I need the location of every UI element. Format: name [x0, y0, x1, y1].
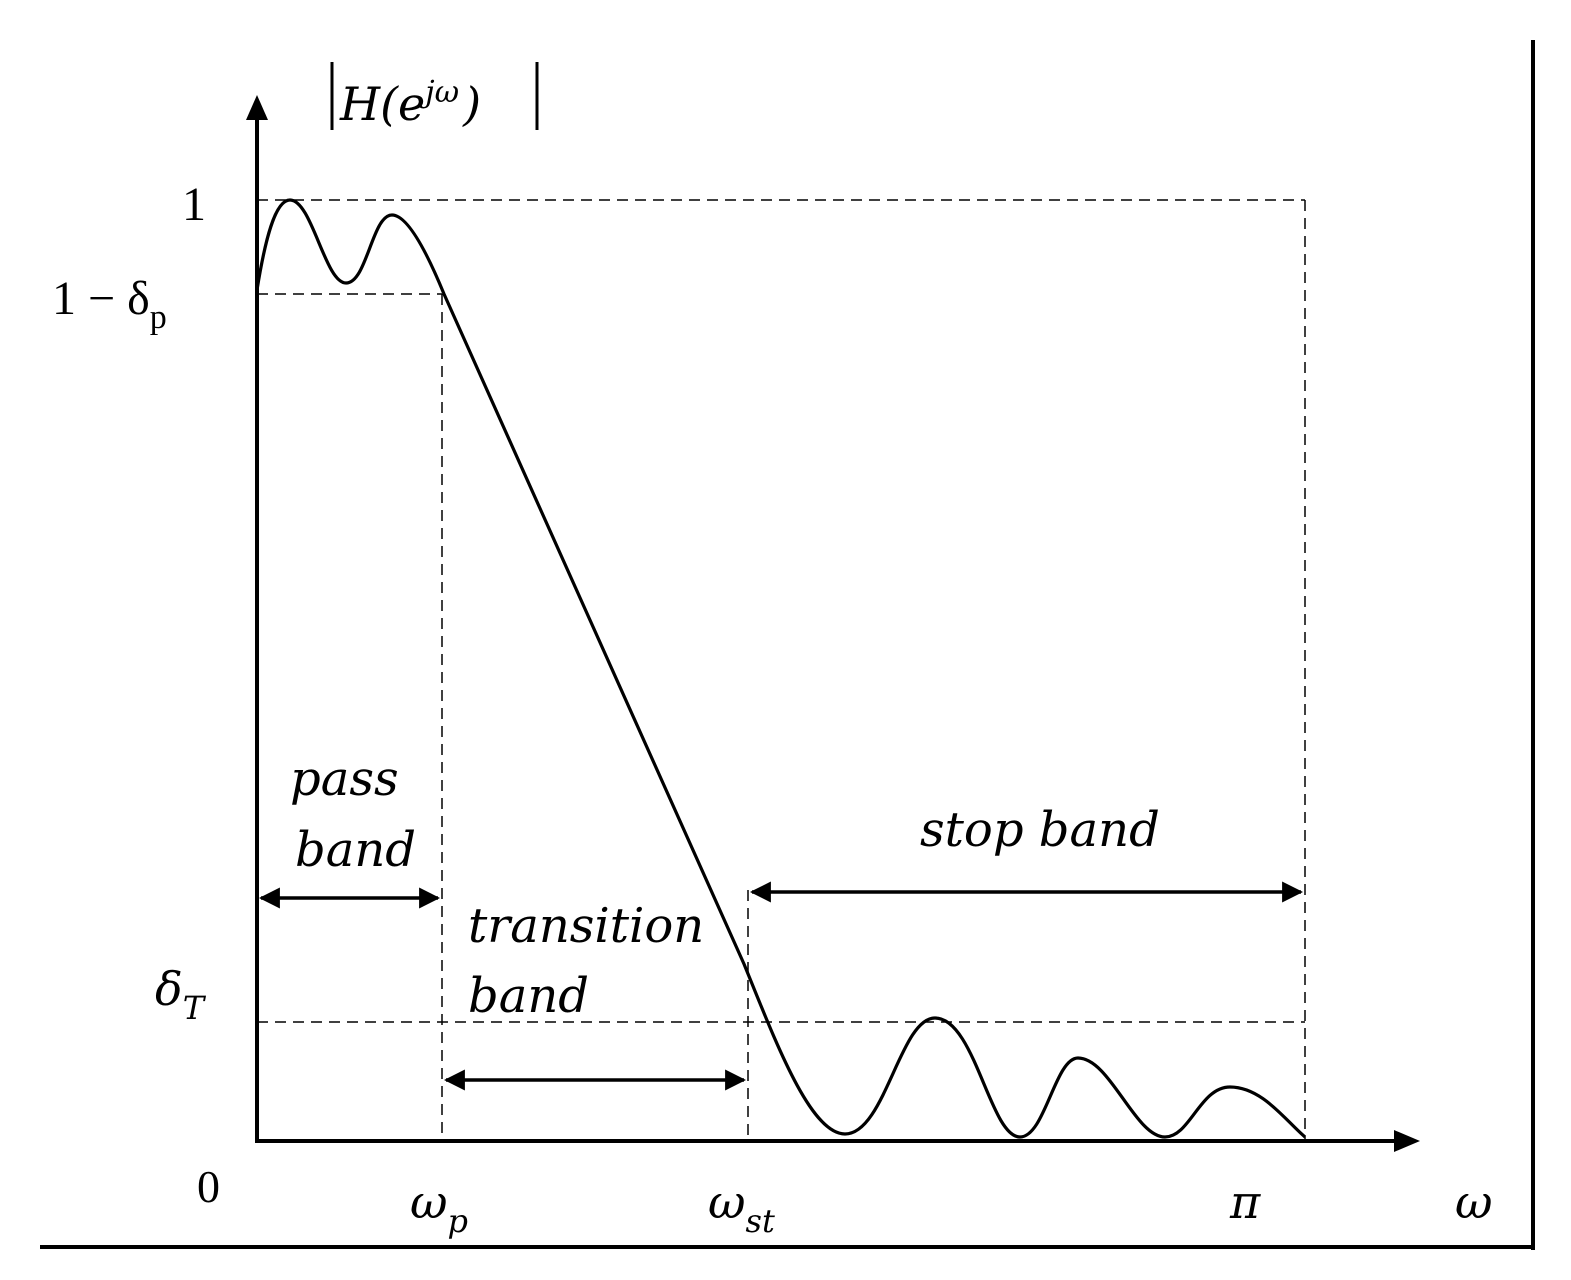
x-tick-omega-p-sub: p: [448, 1202, 468, 1240]
stop-band-label: stop band: [920, 802, 1160, 858]
x-tick-omega-st: ωst: [708, 1175, 775, 1240]
dashed-guides: [257, 199, 1306, 1141]
y-tick-delta-t-base: δ: [155, 962, 183, 1016]
transition-band-label-line1: transition: [468, 898, 704, 954]
transition-band-label-line2: band: [468, 968, 589, 1024]
y-title-base: H(e: [339, 77, 425, 131]
y-title-close: ): [462, 77, 481, 131]
x-tick-omega-st-base: ω: [708, 1175, 746, 1229]
x-tick-pi: π: [1229, 1175, 1261, 1229]
x-axis-arrowhead: [1394, 1130, 1420, 1152]
x-tick-omega-p-base: ω: [410, 1175, 448, 1229]
y-tick-one-minus-delta-p-base: 1 − δ: [52, 272, 150, 325]
y-axis-arrowhead: [246, 95, 268, 120]
x-tick-omega-st-sub: st: [746, 1202, 775, 1240]
y-tick-delta-t: δT: [155, 962, 207, 1027]
x-tick-omega-p: ωp: [410, 1175, 468, 1240]
y-tick-one-minus-delta-p: 1 − δp: [52, 272, 167, 336]
y-tick-one-minus-delta-p-sub: p: [150, 299, 167, 336]
pass-band-label-line1: pass: [290, 751, 399, 807]
y-axis-title: H(ejω): [339, 75, 481, 131]
pass-band-label-line2: band: [295, 822, 416, 878]
x-axis-label: ω: [1455, 1175, 1493, 1229]
magnitude-response-curve: [255, 198, 1307, 1139]
y-tick-delta-t-sub: T: [183, 989, 207, 1027]
y-tick-one: 1: [182, 178, 206, 231]
y-title-sup: jω: [419, 75, 459, 110]
y-tick-zero: 0: [197, 1161, 220, 1212]
